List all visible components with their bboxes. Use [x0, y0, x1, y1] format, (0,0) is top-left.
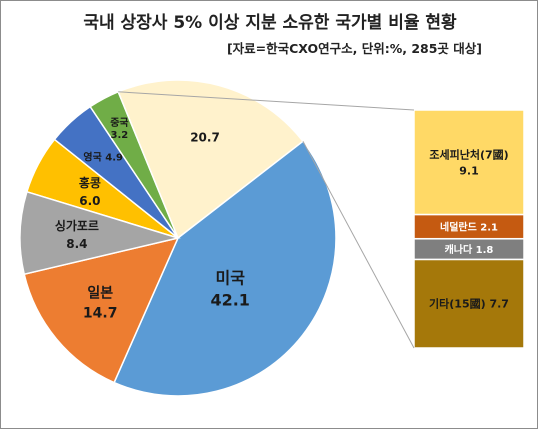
slice-label-중국: 중국 3.2 [110, 117, 128, 141]
pie-slice-미국 [113, 140, 337, 397]
slice-label-영국: 영국 4.9 [83, 151, 123, 164]
breakdown-label-4: 기타(15國) 7.7 [429, 297, 509, 311]
breakdown-segment-2 [413, 213, 525, 240]
breakdown-label-2: 네덜란드 2.1 [440, 221, 498, 234]
pie-slice-일본 [23, 236, 180, 384]
slice-label-싱가포르: 싱가포르 8.4 [55, 218, 99, 251]
connector-line-bottom [302, 141, 415, 349]
breakdown-label-1: 조세피난처(7國) 9.1 [429, 147, 508, 177]
slice-label-미국: 미국 42.1 [210, 268, 249, 309]
breakdown-label-3: 캐나다 1.8 [445, 243, 494, 256]
slice-label-홍콩: 홍콩 6.0 [79, 175, 101, 208]
pie-slice-싱가포르 [19, 190, 181, 276]
connector-line-top [118, 91, 415, 111]
breakdown-segment-4 [413, 258, 525, 349]
chart-title: 국내 상장사 5% 이상 지분 소유한 국가별 비율 현황 [83, 13, 457, 33]
slice-label-일본: 일본 14.7 [83, 286, 118, 322]
slice-label-other: 20.7 [190, 130, 220, 144]
pie-slice-other [117, 79, 305, 240]
breakdown-segment-1 [413, 109, 525, 216]
chart-subtitle: [자료=한국CXO연구소, 단위:%, 285곳 대상] [226, 41, 482, 56]
